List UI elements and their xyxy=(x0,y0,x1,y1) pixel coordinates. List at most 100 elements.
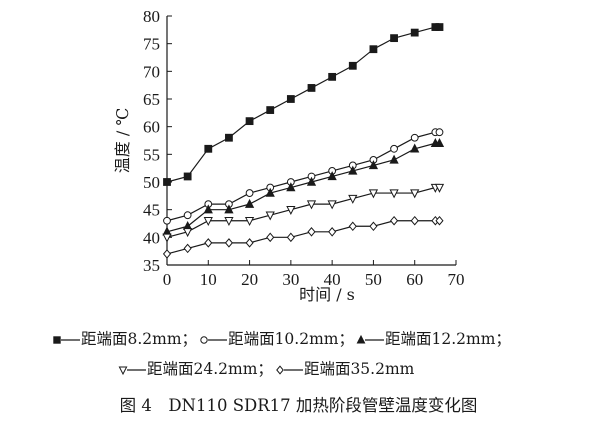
data-point xyxy=(203,217,213,227)
data-point xyxy=(162,233,172,243)
data-point xyxy=(348,221,357,232)
series-line xyxy=(166,26,440,183)
y-tick-label: 50 xyxy=(143,173,160,192)
legend-label: 距端面10.2mm xyxy=(228,330,339,348)
data-point xyxy=(183,243,192,254)
legend-label: 距端面12.2mm xyxy=(385,330,496,348)
data-point xyxy=(348,194,358,204)
legend-separator: ； xyxy=(495,330,511,348)
x-tick-label: 20 xyxy=(241,270,258,289)
data-point xyxy=(389,154,399,164)
data-point xyxy=(389,189,399,199)
x-tick-label: 10 xyxy=(200,270,217,289)
y-axis-title: 温度 / ℃ xyxy=(113,108,132,173)
data-point xyxy=(410,143,420,153)
data-point xyxy=(306,176,317,186)
data-point xyxy=(435,128,444,137)
data-point xyxy=(390,215,399,226)
legend-separator: ； xyxy=(338,330,354,348)
series-2 xyxy=(163,128,444,225)
data-point xyxy=(368,189,379,199)
legend-entry: 距端面8.2mm； xyxy=(52,328,197,350)
data-point xyxy=(348,165,358,175)
data-point xyxy=(245,238,254,248)
y-tick-label: 80 xyxy=(143,7,160,26)
legend-label: 距端面24.2mm xyxy=(147,360,258,378)
data-point xyxy=(225,133,233,142)
x-tick-label: 50 xyxy=(365,270,382,289)
data-point xyxy=(286,95,295,103)
series-5 xyxy=(162,215,444,259)
data-point xyxy=(265,211,275,221)
plot-area: 35 40 45 50 55 60 65 70 75 80 0 10 20 30 40 50 60 70 xyxy=(143,7,465,289)
figure-caption: 图 4 DN110 SDR17 加热阶段管壁温度变化图 xyxy=(119,396,478,415)
data-point xyxy=(224,238,233,248)
data-point xyxy=(356,334,366,344)
data-point xyxy=(328,72,337,81)
data-point xyxy=(183,228,193,238)
legend-label: 距端面35.2mm xyxy=(303,360,415,378)
data-point xyxy=(368,160,379,170)
series-4 xyxy=(162,183,445,243)
data-point xyxy=(390,144,398,153)
legend-separator: ； xyxy=(257,360,273,378)
data-point xyxy=(369,45,378,54)
data-point xyxy=(435,23,444,31)
data-point xyxy=(203,204,213,214)
legend-entry: 距端面12.2mm； xyxy=(356,328,511,350)
data-point xyxy=(183,211,192,220)
data-point xyxy=(244,198,255,208)
x-tick-label: 60 xyxy=(406,270,423,289)
data-point xyxy=(245,117,254,126)
legend-entry: 距端面35.2mm xyxy=(275,358,414,380)
data-point xyxy=(200,336,208,344)
y-tick-label: 60 xyxy=(143,118,160,137)
data-point xyxy=(434,183,445,193)
series-layer xyxy=(162,23,445,259)
data-point xyxy=(286,232,295,243)
legend-swatch xyxy=(118,366,146,376)
data-point xyxy=(410,189,420,199)
data-point xyxy=(244,217,255,227)
data-point xyxy=(410,28,419,37)
y-tick-label: 65 xyxy=(143,90,160,109)
x-tick-label: 0 xyxy=(163,270,172,289)
legend-row: 距端面24.2mm； 距端面35.2mm xyxy=(118,358,416,380)
y-tick-label: 45 xyxy=(143,201,160,220)
data-point xyxy=(327,171,337,181)
legend-row: 距端面8.2mm； 距端面10.2mm； 距端面12.2mm； xyxy=(52,328,513,350)
data-point xyxy=(204,238,213,248)
y-tick-label: 75 xyxy=(143,35,160,54)
data-point xyxy=(369,221,378,232)
legend-swatch xyxy=(53,336,80,344)
data-point xyxy=(53,336,61,344)
y-tick-label: 55 xyxy=(143,145,160,164)
data-point xyxy=(327,200,337,210)
data-point xyxy=(224,204,234,214)
data-point xyxy=(224,217,234,227)
legend-separator: ； xyxy=(181,330,198,348)
series-1 xyxy=(163,23,444,186)
data-point xyxy=(266,232,275,243)
y-tick-label: 70 xyxy=(143,62,160,81)
data-point xyxy=(163,178,171,186)
data-point xyxy=(266,106,275,114)
data-point xyxy=(435,215,444,226)
x-tick-label: 70 xyxy=(448,270,465,289)
legend-entry: 距端面10.2mm； xyxy=(199,328,354,350)
legend-entry: 距端面24.2mm； xyxy=(118,358,273,380)
x-tick-label: 30 xyxy=(282,270,299,289)
data-point xyxy=(286,205,296,215)
data-point xyxy=(245,189,254,197)
data-point xyxy=(328,227,337,237)
series-line xyxy=(166,220,440,255)
legend-swatch xyxy=(356,334,384,344)
data-point xyxy=(286,182,296,192)
data-point xyxy=(162,249,172,259)
data-point xyxy=(390,34,398,43)
data-point xyxy=(307,227,316,237)
data-point xyxy=(410,215,419,226)
x-tick-label: 40 xyxy=(324,270,341,289)
data-point xyxy=(306,200,317,210)
